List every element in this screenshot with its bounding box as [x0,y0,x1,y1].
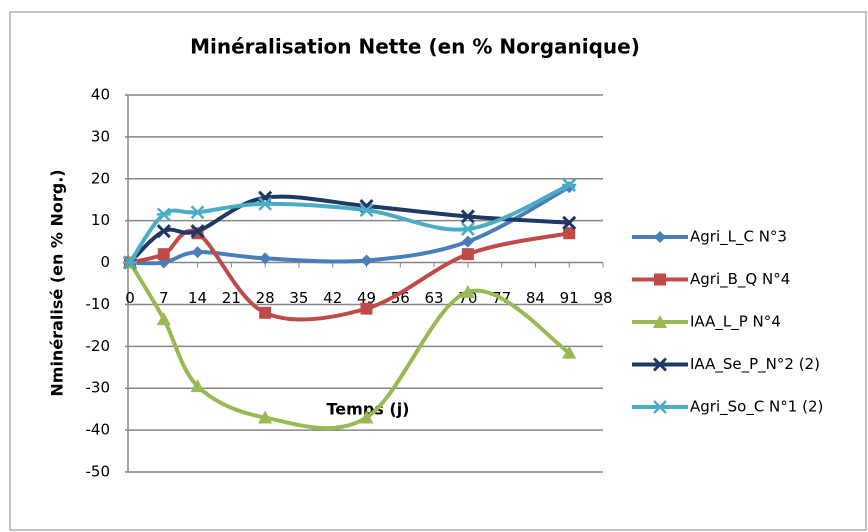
y-tick-label: -40 [86,421,111,439]
marker [460,222,475,236]
marker [461,248,474,261]
marker [359,203,374,218]
marker [190,224,205,239]
marker [562,215,577,230]
x-tick-label: 63 [425,289,444,307]
marker [156,224,171,239]
marker [653,400,667,414]
x-tick-label: 49 [357,289,376,307]
y-tick-label: 0 [100,253,110,271]
marker [359,410,374,424]
marker [157,248,170,261]
legend-label: IAA_L_P N°4 [690,313,781,332]
y-tick-label: -20 [86,337,111,355]
x-tick-label: 84 [526,289,545,307]
marker [654,231,666,243]
legend-item: Agri_L_C N°3 [632,228,787,247]
y-tick-label: -30 [86,379,111,397]
marker [360,254,373,267]
y-tick-label: 30 [91,127,110,145]
marker [190,379,205,393]
y-tick-label: -10 [86,295,111,313]
marker [653,315,667,328]
y-tick-label: 10 [91,211,110,229]
y-tick-label: 20 [91,169,110,187]
x-axis-label: Temps (j) [327,400,410,419]
marker [562,178,577,192]
marker [259,306,272,319]
marker [461,235,474,248]
legend-item: Agri_B_Q N°4 [632,270,790,289]
marker [360,302,373,315]
y-tick-label: -50 [86,463,111,481]
marker [191,246,204,259]
legend-item: Agri_So_C N°1 (2) [632,398,823,417]
x-tick-label: 21 [222,289,241,307]
chart-title: Minéralisation Nette (en % Norganique) [190,35,640,59]
x-tick-label: 28 [256,289,275,307]
x-tick-label: 0 [125,289,135,307]
legend-label: Agri_B_Q N°4 [690,270,790,289]
x-tick-label: 14 [188,289,207,307]
x-tick-label: 91 [560,289,579,307]
marker [654,273,666,286]
marker [563,227,576,240]
legend-item: IAA_L_P N°4 [632,313,781,332]
marker [562,345,577,359]
y-axis-label: Nminéralisé (en % Norg.) [48,169,67,396]
marker [259,252,272,265]
legend-item: IAA_Se_P_N°2 (2) [632,355,820,374]
legend-label: IAA_Se_P_N°2 (2) [690,355,820,374]
marker [190,205,205,220]
legend-label: Agri_L_C N°3 [690,228,787,247]
x-tick-label: 35 [289,289,308,307]
x-tick-label: 7 [159,289,169,307]
x-tick-label: 42 [323,289,342,307]
y-tick-label: 40 [91,86,110,104]
marker [258,197,273,211]
marker [460,284,475,298]
legend-label: Agri_So_C N°1 (2) [690,398,823,417]
x-tick-label: 98 [593,289,612,307]
marker [123,255,137,270]
marker [156,207,171,222]
marker [156,312,171,326]
marker [652,357,668,372]
marker [460,209,475,224]
marker [258,410,273,424]
